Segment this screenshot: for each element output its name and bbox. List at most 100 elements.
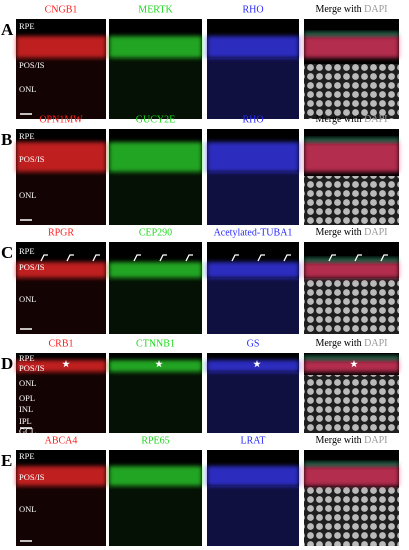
- signal-faint: [109, 278, 202, 334]
- layer-label: ONL: [19, 294, 36, 304]
- panel-letter: B: [1, 130, 12, 149]
- star: [350, 360, 358, 368]
- signal-faint: [207, 58, 299, 119]
- panel-letter: D: [1, 354, 13, 373]
- signal-band: [304, 262, 399, 278]
- stain-label: RPGR: [48, 227, 74, 238]
- nuclei: [304, 176, 399, 225]
- signal-band: [304, 36, 399, 58]
- stain-label: CRB1: [48, 338, 73, 349]
- micrograph: [109, 242, 202, 334]
- signal-band: [304, 462, 399, 466]
- signal-faint: [16, 486, 106, 546]
- signal-faint: [16, 372, 106, 433]
- chevron: [257, 254, 265, 262]
- layer-label: POS/IS: [19, 262, 45, 272]
- chevron: [66, 254, 74, 262]
- star: [253, 360, 261, 368]
- signal-band: [16, 142, 106, 172]
- layer-label: RPE: [19, 353, 35, 363]
- signal-band: [304, 466, 399, 486]
- dapi-text: DAPI: [364, 227, 387, 238]
- chevron: [354, 254, 362, 262]
- signal-band: [304, 32, 399, 36]
- layer-label: ONL: [19, 504, 36, 514]
- signal-band: [207, 466, 299, 486]
- chevron: [380, 254, 388, 262]
- micrograph: [16, 19, 106, 119]
- signal-band: [304, 258, 399, 262]
- signal-faint: [16, 278, 106, 334]
- signal-faint: [16, 172, 106, 225]
- stain-label: CTNNB1: [136, 338, 175, 349]
- layer-label: POS/IS: [19, 60, 45, 70]
- signal-band: [109, 142, 202, 172]
- stain-label: ABCA4: [45, 435, 78, 446]
- layer-label: ONL: [19, 190, 36, 200]
- stain-label: CNGB1: [45, 4, 78, 15]
- stain-label: GUCY2E: [136, 114, 175, 125]
- panel-letter: A: [1, 20, 14, 39]
- merge-text: Merge with: [315, 4, 361, 15]
- chevron: [159, 254, 167, 262]
- signal-band: [109, 262, 202, 278]
- stain-label: RHO: [242, 4, 263, 15]
- layer-label: POS/IS: [19, 363, 45, 373]
- signal-band: [207, 142, 299, 172]
- chevron: [92, 254, 100, 262]
- signal-band: [304, 360, 399, 372]
- merge-label: Merge with DAPI: [315, 4, 387, 15]
- signal-faint: [109, 372, 202, 433]
- merge-text: Merge with: [315, 435, 361, 446]
- merge-label: Merge with DAPI: [315, 227, 387, 238]
- signal-faint: [109, 172, 202, 225]
- dapi-text: DAPI: [364, 114, 387, 125]
- signal-faint: [207, 278, 299, 334]
- stain-label: OPN1MW: [39, 114, 83, 125]
- nuclei: [304, 487, 399, 546]
- nuclei: [304, 278, 399, 334]
- stain-label: RHO: [242, 114, 263, 125]
- signal-faint: [207, 372, 299, 433]
- merge-label: Merge with DAPI: [315, 435, 387, 446]
- merge-text: Merge with: [315, 227, 361, 238]
- merge-label: Merge with DAPI: [315, 114, 387, 125]
- signal-band: [207, 36, 299, 58]
- layer-label: ONL: [19, 378, 36, 388]
- panel-letter: C: [1, 243, 13, 262]
- layer-label: OPL: [19, 393, 35, 403]
- stain-label: GS: [247, 338, 260, 349]
- micrograph: [207, 19, 299, 119]
- signal-band: [16, 466, 106, 486]
- star: [155, 360, 163, 368]
- micrograph: [207, 242, 299, 334]
- stain-label: RPE65: [141, 435, 169, 446]
- panel-letter: E: [1, 451, 12, 470]
- merge-text: Merge with: [315, 338, 361, 349]
- signal-faint: [109, 58, 202, 119]
- nuclei: [304, 375, 399, 433]
- signal-band: [304, 142, 399, 172]
- merge-label: Merge with DAPI: [315, 338, 387, 349]
- micrograph: [16, 242, 106, 334]
- layer-label: RPE: [19, 21, 35, 31]
- layer-label: RPE: [19, 131, 35, 141]
- signal-band: [207, 262, 299, 278]
- signal-band: [16, 262, 106, 278]
- signal-faint: [207, 172, 299, 225]
- stain-label: CEP290: [139, 227, 172, 238]
- signal-faint: [109, 486, 202, 546]
- merge-text: Merge with: [315, 114, 361, 125]
- layer-label: ONL: [19, 84, 36, 94]
- chevron: [328, 254, 336, 262]
- chevron: [283, 254, 291, 262]
- signal-band: [109, 466, 202, 486]
- signal-band: [16, 36, 106, 58]
- layer-label: RPE: [19, 246, 35, 256]
- stain-label: MERTK: [138, 4, 173, 15]
- stain-label: LRAT: [241, 435, 266, 446]
- dapi-text: DAPI: [364, 435, 387, 446]
- layer-label: POS/IS: [19, 154, 45, 164]
- nuclei: [304, 64, 399, 119]
